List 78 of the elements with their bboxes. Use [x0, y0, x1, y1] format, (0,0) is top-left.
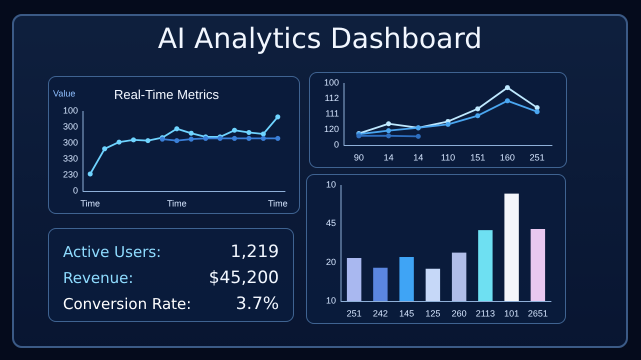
bar: [478, 230, 493, 301]
bar: [452, 252, 466, 301]
point: [504, 98, 510, 104]
text: 0: [72, 186, 78, 196]
text: 100: [324, 78, 340, 88]
chart-title: Real-Time Metrics: [114, 87, 220, 102]
point: [534, 105, 540, 110]
text: 20: [326, 256, 336, 267]
point: [386, 128, 392, 134]
x-tick-label: 125: [425, 308, 440, 318]
point: [232, 128, 237, 133]
point: [386, 121, 392, 126]
point: [116, 140, 122, 145]
x-tick-label: 90: [354, 152, 364, 162]
point: [174, 126, 180, 132]
y-axis-title: Value: [53, 88, 76, 98]
x-tick-label: 151: [470, 152, 486, 162]
text: AI Analytics Dashboard: [156, 22, 484, 55]
point: [145, 138, 150, 144]
bar: [399, 256, 414, 301]
x-tick-label: 145: [399, 308, 414, 318]
point: [534, 109, 540, 114]
x-tick-label: 101: [504, 308, 520, 318]
x-tick-label: 14: [413, 152, 424, 162]
point: [475, 113, 480, 118]
bar: [504, 194, 519, 301]
text: 100: [62, 106, 78, 116]
x-tick-label: 251: [530, 152, 545, 162]
text: 120: [324, 124, 340, 134]
x-tick-label: Time: [166, 198, 187, 208]
point: [475, 106, 480, 112]
x-tick-label: 242: [372, 308, 388, 318]
point: [275, 114, 280, 120]
text: 1,219: [230, 242, 279, 262]
text: Active Users:: [63, 243, 162, 261]
text: 45: [326, 218, 336, 228]
point: [416, 134, 421, 139]
bar: [530, 229, 546, 301]
point: [88, 171, 93, 176]
point: [102, 146, 108, 152]
text: 230: [62, 170, 78, 180]
point: [232, 136, 237, 141]
point: [504, 85, 510, 90]
point: [260, 131, 266, 136]
point: [275, 136, 280, 141]
text: Revenue:: [63, 269, 134, 287]
text: $45,200: [208, 268, 279, 288]
point: [246, 130, 252, 135]
text: 10: [326, 296, 336, 306]
x-tick-label: 14: [384, 152, 394, 162]
text: 0: [334, 140, 340, 150]
point: [246, 136, 252, 141]
point: [174, 138, 180, 144]
bar: [426, 268, 440, 301]
point: [188, 130, 194, 136]
text: Conversion Rate:: [63, 295, 192, 313]
text: 300: [62, 122, 78, 132]
x-tick-label: 110: [440, 152, 456, 162]
text: 3.7%: [236, 294, 279, 314]
x-tick-label: 2651: [528, 308, 548, 318]
text: 330: [62, 154, 78, 164]
text: 111: [325, 108, 340, 118]
x-tick-label: 2113: [476, 308, 496, 318]
x-tick-label: 160: [500, 152, 515, 162]
point: [446, 122, 450, 127]
point: [260, 136, 266, 141]
text: 10: [326, 180, 336, 190]
x-tick-label: Time: [268, 198, 288, 208]
x-tick-label: Time: [80, 198, 100, 208]
bar: [346, 258, 362, 301]
bar: [373, 268, 388, 301]
text: 112: [324, 93, 340, 103]
point: [386, 133, 392, 138]
x-tick-label: 260: [452, 308, 467, 318]
text: 300: [62, 138, 78, 148]
point: [188, 136, 194, 142]
x-tick-label: 251: [346, 308, 362, 318]
point: [131, 137, 136, 142]
